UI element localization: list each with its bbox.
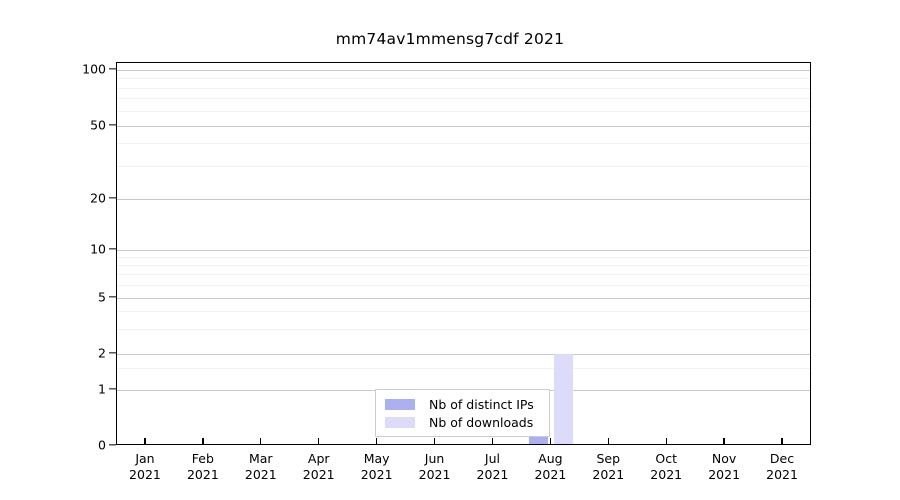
x-axis-tick-label-month: Jul (484, 451, 500, 466)
x-axis-tick-label-year: 2021 (360, 466, 393, 482)
x-axis-tick-mark (433, 438, 436, 445)
bar (554, 354, 574, 444)
x-axis-tick-mark (491, 438, 494, 445)
x-axis-tick-label: May 2021 (361, 451, 393, 482)
x-axis-tick-mark (607, 438, 609, 445)
legend-item[interactable]: Nb of distinct IPs (385, 396, 540, 412)
legend-swatch (385, 398, 415, 410)
legend-label: Nb of distinct IPs (429, 396, 534, 412)
x-axis-tick-label: Jan 2021 (129, 451, 161, 482)
x-axis-tick-label: Jun 2021 (419, 451, 451, 482)
y-axis-tick-label: 2 (98, 345, 106, 361)
x-axis-tick-mark (144, 438, 146, 445)
x-axis-tick-label: Mar 2021 (245, 451, 277, 482)
y-axis-tick-label: 10 (90, 241, 106, 257)
gridline-minor (117, 274, 810, 276)
chart-legend: Nb of distinct IPs Nb of downloads (375, 389, 550, 437)
plot-area (116, 62, 811, 445)
gridline-major (117, 353, 810, 355)
y-axis-tick-mark (109, 124, 116, 126)
gridline-minor (117, 328, 810, 330)
x-axis-tick-mark (665, 438, 667, 445)
legend-label: Nb of downloads (429, 414, 534, 430)
x-axis-tick-label-year: 2021 (129, 466, 161, 482)
y-axis-tick-mark (109, 197, 116, 199)
x-axis-tick-label: Jul 2021 (477, 451, 509, 482)
x-axis-tick-label-month: Nov (711, 451, 737, 466)
x-axis-tick-label-month: Apr (307, 451, 330, 466)
x-axis-tick-label-month: Jun (424, 451, 445, 466)
x-axis-tick-label: Feb 2021 (187, 451, 219, 482)
gridline-minor (117, 264, 810, 266)
x-axis-tick-label-year: 2021 (418, 466, 451, 482)
y-axis-tick-mark (109, 388, 116, 390)
x-axis-tick-label: Oct 2021 (650, 451, 682, 482)
gridline-minor (117, 78, 810, 79)
y-axis-tick-mark (109, 248, 116, 250)
x-axis-tick-label: Dec 2021 (766, 451, 798, 482)
legend-item[interactable]: Nb of downloads (385, 414, 540, 430)
x-axis-tick-label: Apr 2021 (303, 451, 335, 482)
y-axis-tick-mark (109, 352, 116, 354)
y-axis-tick-label: 0 (98, 437, 106, 453)
x-axis-tick-label-year: 2021 (476, 466, 509, 482)
gridline-minor (117, 143, 810, 145)
y-axis-tick-label: 20 (90, 190, 106, 206)
x-axis-tick-label-month: Mar (248, 451, 273, 466)
gridline-minor (117, 166, 810, 168)
gridline-major (117, 198, 810, 200)
x-axis-tick-label-month: Jan (135, 451, 155, 466)
x-axis-tick-label-year: 2021 (592, 466, 625, 482)
x-axis-tick-mark (549, 438, 552, 445)
legend-swatch (385, 416, 415, 428)
gridline-minor (117, 284, 810, 286)
x-axis-tick-label-month: May (363, 451, 390, 466)
x-axis-tick-label-year: 2021 (244, 466, 277, 482)
gridline-major (117, 125, 810, 127)
x-axis-tick-label-month: Feb (191, 451, 214, 466)
x-axis-tick-label-month: Aug (538, 451, 563, 466)
y-axis-tick-mark (109, 444, 116, 446)
x-axis-tick-label-year: 2021 (534, 466, 567, 482)
x-axis-tick-label-year: 2021 (766, 466, 798, 482)
x-axis-tick-label-year: 2021 (186, 466, 219, 482)
x-axis-tick-mark (781, 438, 783, 445)
gridline-minor (117, 256, 810, 258)
x-axis-tick-label: Nov 2021 (708, 451, 740, 482)
y-axis-tick-label: 100 (82, 61, 106, 77)
gridline-minor (117, 87, 810, 89)
x-axis-tick-label-month: Sep (596, 451, 621, 466)
gridline-minor (117, 110, 810, 112)
gridline-minor (117, 98, 810, 100)
x-axis-tick-mark (375, 438, 378, 445)
x-axis-tick-label-year: 2021 (650, 466, 683, 482)
x-axis-tick-mark (202, 438, 204, 445)
gridline-major (117, 297, 810, 299)
y-axis-tick-label: 5 (98, 289, 106, 305)
x-axis-tick-label: Aug 2021 (534, 451, 566, 482)
gridline-minor (117, 311, 810, 313)
gridline-major (117, 249, 810, 251)
x-axis-tick-mark (318, 438, 320, 445)
x-axis-tick-label-month: Dec (769, 451, 795, 466)
x-axis-tick-label-year: 2021 (708, 466, 741, 482)
x-axis-tick-label-month: Oct (655, 451, 678, 466)
x-axis-tick-label-year: 2021 (302, 466, 335, 482)
gridline-minor (117, 368, 810, 370)
x-axis-tick-mark (260, 438, 262, 445)
x-axis-tick-label: Sep 2021 (592, 451, 624, 482)
gridline-major (117, 69, 810, 71)
y-axis-tick-label: 50 (90, 117, 106, 133)
y-axis-tick-mark (109, 68, 116, 70)
page-title: mm74av1mmensg7cdf 2021 (335, 30, 565, 48)
y-axis-tick-mark (109, 296, 116, 298)
x-axis-tick-mark (723, 438, 725, 445)
y-axis-tick-label: 1 (98, 381, 106, 397)
